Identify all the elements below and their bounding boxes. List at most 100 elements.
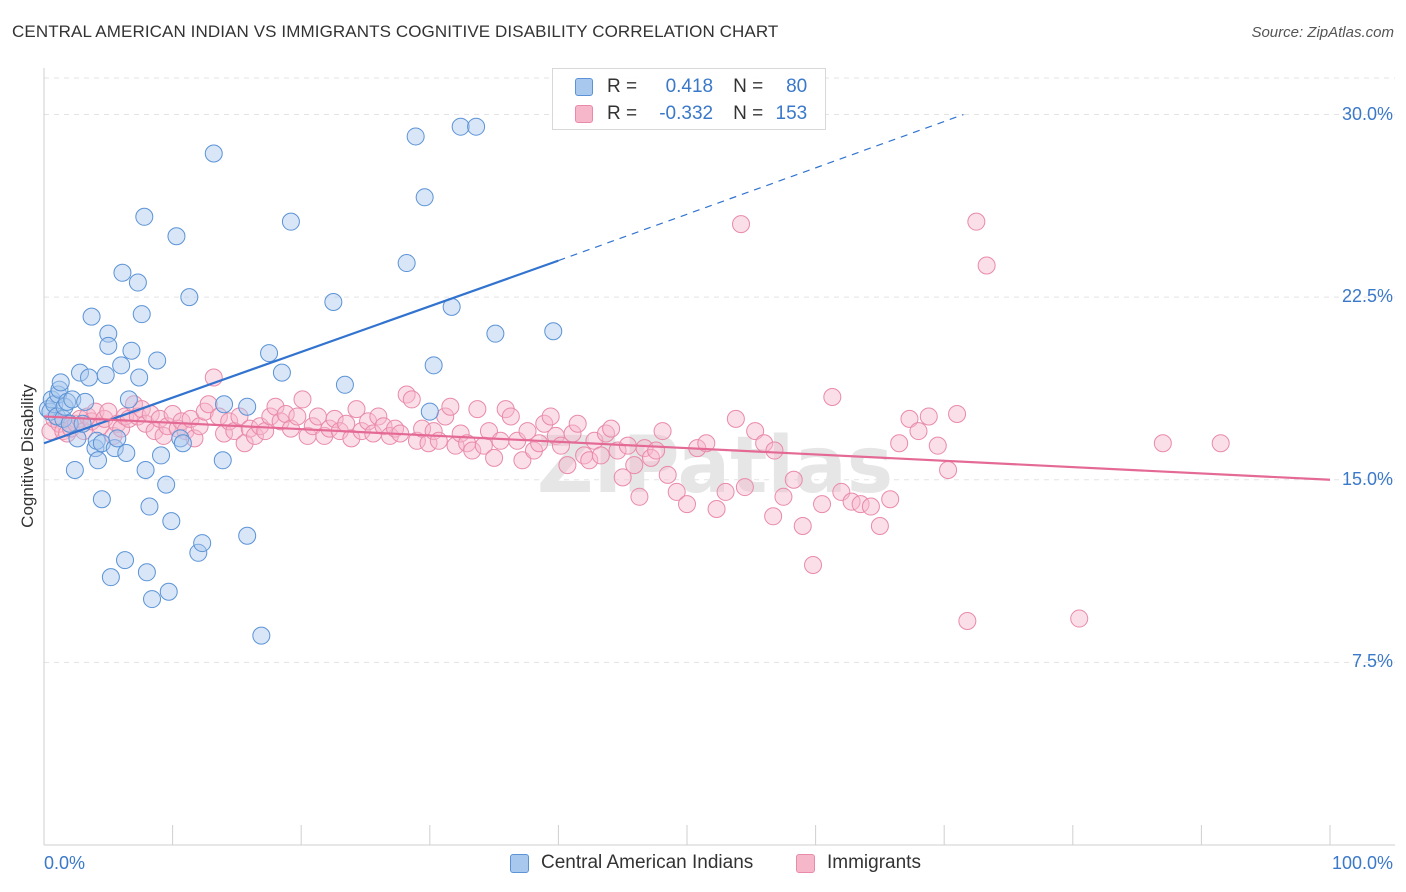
blue-swatch <box>575 78 593 96</box>
central-american-indians-point <box>116 551 135 570</box>
legend-row-pink: R = -0.332 N = 153 <box>575 102 807 126</box>
central-american-indians-point <box>143 590 162 609</box>
immigrants-point <box>266 397 285 416</box>
immigrants-point <box>928 436 947 455</box>
immigrants-point <box>784 470 803 489</box>
immigrants-point <box>726 409 745 428</box>
immigrants-point <box>441 397 460 416</box>
n-value-blue: 80 <box>786 76 808 97</box>
immigrants-point <box>342 429 361 448</box>
immigrants-point <box>658 465 677 484</box>
central-american-indians-point <box>128 273 147 292</box>
immigrants-point <box>374 417 393 436</box>
immigrants-point <box>613 468 632 487</box>
immigrants-point <box>320 419 339 438</box>
central-american-indians-point <box>281 212 300 231</box>
immigrants-point <box>568 414 587 433</box>
immigrants-point <box>535 414 554 433</box>
x-tick-max: 100.0% <box>1331 853 1393 873</box>
central-american-indians-point <box>415 188 434 207</box>
immigrants-point <box>468 400 487 419</box>
central-american-indians-point <box>132 305 151 324</box>
immigrants-point <box>325 409 344 428</box>
immigrants-point <box>185 429 204 448</box>
immigrants-point <box>190 417 209 436</box>
central-american-indians-point <box>92 490 111 509</box>
central-american-indians-point <box>159 582 178 601</box>
central-american-indians-point <box>193 534 212 553</box>
y-tick-label: 7.5% <box>1351 651 1393 672</box>
central-american-indians-point <box>152 446 171 465</box>
r-value-pink: -0.332 <box>659 103 714 124</box>
immigrants-point <box>678 495 696 514</box>
immigrants-point <box>136 414 155 433</box>
immigrants-point <box>707 499 726 518</box>
immigrants-point <box>900 409 919 428</box>
immigrants-point <box>697 434 716 453</box>
central-american-indians-point <box>272 363 291 382</box>
central-american-indians-point <box>324 293 343 312</box>
immigrants-point <box>513 451 532 470</box>
pink-swatch <box>575 105 593 123</box>
central-american-indians-point <box>171 429 190 448</box>
immigrants-point <box>293 390 312 409</box>
immigrants-point <box>653 422 672 441</box>
central-american-indians-point <box>148 351 167 370</box>
immigrants-point <box>491 431 510 450</box>
immigrants-point <box>1070 609 1089 628</box>
immigrants-point <box>558 456 577 475</box>
legend-label: Immigrants <box>827 852 921 873</box>
central-american-indians-point <box>252 626 271 645</box>
immigrants-point <box>774 487 793 506</box>
immigrants-point <box>630 487 649 506</box>
central-american-indians-point <box>58 392 77 411</box>
immigrants-point <box>870 517 889 536</box>
immigrants-point <box>407 431 426 450</box>
central-american-indians-point <box>130 368 149 387</box>
central-american-indians-point <box>80 368 99 387</box>
chart-title: CENTRAL AMERICAN INDIAN VS IMMIGRANTS CO… <box>12 22 779 41</box>
blue-trend-extension <box>558 113 964 262</box>
immigrants-point <box>881 490 900 509</box>
immigrants-points <box>41 212 1230 630</box>
immigrants-point <box>541 407 560 426</box>
immigrants-point <box>369 407 388 426</box>
source-label: Source: ZipAtlas.com <box>1251 24 1394 41</box>
immigrants-point <box>580 451 599 470</box>
r-value-blue: 0.418 <box>665 76 714 97</box>
central-american-indians-point <box>204 144 223 163</box>
immigrants-point <box>716 482 735 501</box>
central-american-indians-point <box>137 563 156 582</box>
immigrants-point <box>765 441 784 460</box>
central-american-indians-point <box>215 395 234 414</box>
immigrants-point <box>958 611 977 630</box>
central-american-indians-point <box>486 324 505 343</box>
central-american-indians-point <box>544 322 563 341</box>
central-american-indians-point <box>87 431 106 450</box>
central-american-indians-point <box>113 263 132 282</box>
immigrants-point <box>625 456 644 475</box>
blue-swatch <box>510 853 529 873</box>
central-american-indians-point <box>406 127 425 146</box>
legend-label: Central American Indians <box>541 852 754 873</box>
central-american-indians-point <box>71 363 90 382</box>
immigrants-point <box>530 434 549 453</box>
immigrants-point <box>939 461 958 480</box>
immigrants-point <box>230 407 249 426</box>
immigrants-point <box>890 434 909 453</box>
central-american-indians-point <box>173 434 192 453</box>
central-american-indians-point <box>55 397 74 416</box>
stats-legend: R = 0.418 N = 80 R = -0.332 N = 153 <box>552 68 826 130</box>
r-label: R = <box>607 103 638 124</box>
legend-item-central-american-indians[interactable]: Central American Indians <box>510 852 753 874</box>
central-american-indians-point <box>424 356 443 375</box>
immigrants-point <box>479 422 498 441</box>
immigrants-point <box>235 434 254 453</box>
axes <box>43 68 1395 846</box>
central-american-indians-point <box>162 512 181 531</box>
immigrants-point <box>347 400 366 419</box>
immigrants-point <box>746 422 765 441</box>
legend-item-immigrants[interactable]: Immigrants <box>796 852 921 874</box>
central-american-indians-point <box>76 392 95 411</box>
central-american-indians-point <box>189 543 208 562</box>
